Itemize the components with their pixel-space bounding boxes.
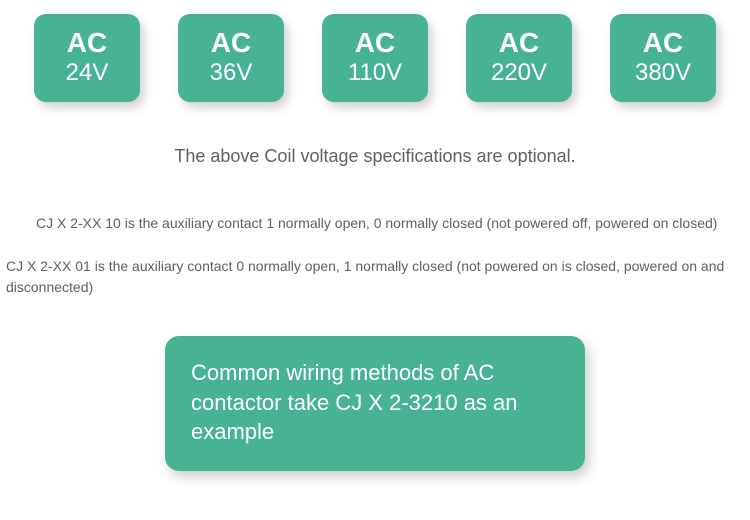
voltage-badge: AC 36V — [178, 14, 284, 102]
voltage-badge-top: AC — [211, 28, 251, 59]
wiring-methods-box: Common wiring methods of AC contactor ta… — [165, 336, 585, 471]
voltage-badge-bottom: 220V — [491, 59, 547, 88]
contact-description-01: CJ X 2-XX 01 is the auxiliary contact 0 … — [0, 256, 750, 298]
voltage-badge-top: AC — [643, 28, 683, 59]
voltage-badge-bottom: 36V — [210, 59, 253, 88]
voltage-badge-row: AC 24V AC 36V AC 110V AC 220V AC 380V — [0, 0, 750, 102]
voltage-badge-top: AC — [499, 28, 539, 59]
voltage-caption: The above Coil voltage specifications ar… — [0, 146, 750, 167]
voltage-badge-top: AC — [355, 28, 395, 59]
voltage-badge: AC 220V — [466, 14, 572, 102]
voltage-badge: AC 380V — [610, 14, 716, 102]
voltage-badge-top: AC — [67, 28, 107, 59]
voltage-badge-bottom: 24V — [66, 59, 109, 88]
voltage-badge-bottom: 380V — [635, 59, 691, 88]
contact-description-10: CJ X 2-XX 10 is the auxiliary contact 1 … — [0, 213, 750, 234]
voltage-badge: AC 24V — [34, 14, 140, 102]
voltage-badge-bottom: 110V — [348, 59, 402, 88]
voltage-badge: AC 110V — [322, 14, 428, 102]
